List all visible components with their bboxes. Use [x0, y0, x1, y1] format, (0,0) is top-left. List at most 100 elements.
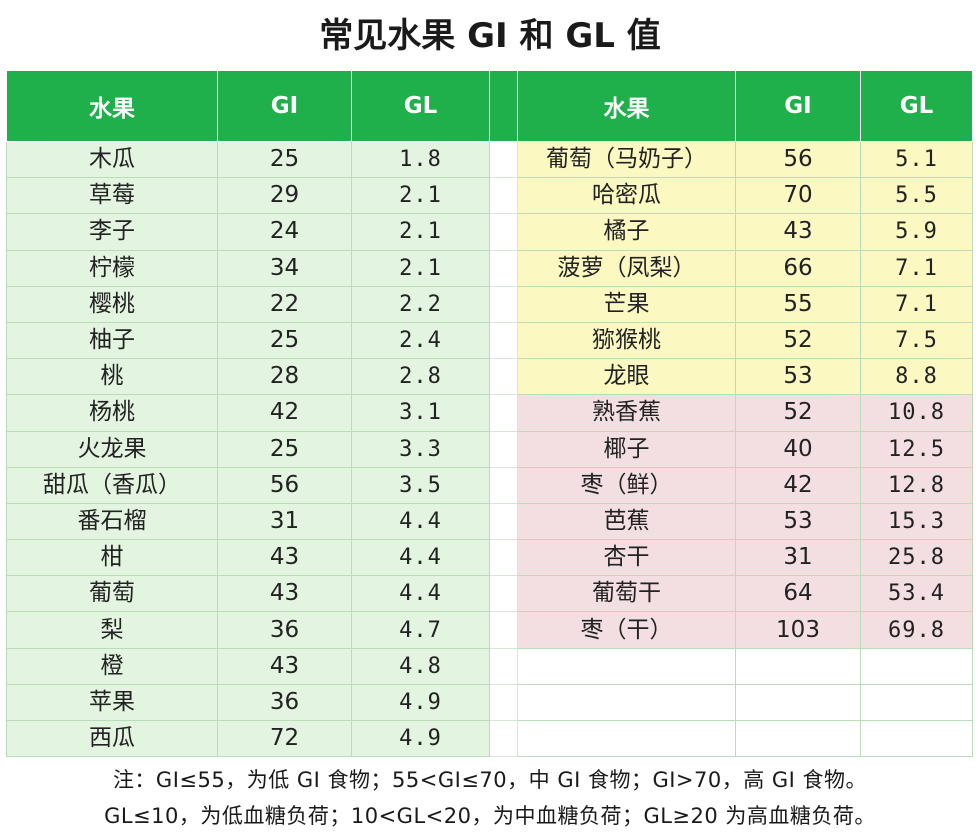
page-title: 常见水果 GI 和 GL 值 [319, 16, 661, 56]
gl-value-cell: 2.1 [351, 249, 490, 287]
gi-value-cell [735, 647, 861, 685]
column-gap [489, 683, 518, 722]
gi-value-cell: 103 [735, 611, 861, 649]
table-row: 西瓜 72 4.9 [6, 719, 973, 758]
gl-value-cell: 5.5 [860, 177, 973, 215]
table-row: 葡萄 43 4.4 葡萄干 64 53.4 [6, 575, 973, 613]
fruit-name-cell: 樱桃 [6, 285, 218, 323]
column-gap [489, 430, 518, 468]
gi-value-cell: 52 [735, 394, 861, 432]
fruit-name-cell: 柠檬 [6, 249, 218, 287]
gi-value-cell: 25 [217, 321, 352, 360]
table-row: 柠檬 34 2.1 菠萝（凤梨） 66 7.1 [6, 249, 973, 287]
gl-value-cell: 12.8 [860, 466, 973, 504]
table-row: 番石榴 31 4.4 芭蕉 53 15.3 [6, 502, 973, 541]
gi-value-cell: 36 [217, 611, 352, 649]
column-gap [489, 466, 518, 504]
column-gap [489, 647, 518, 685]
header-gi-left: GI [217, 70, 352, 142]
fruit-name-cell: 猕猴桃 [517, 321, 736, 360]
gi-value-cell: 56 [217, 466, 352, 504]
fruit-name-cell: 枣（干） [517, 611, 736, 649]
gi-value-cell: 56 [735, 140, 861, 179]
column-gap [489, 177, 518, 215]
gi-value-cell: 34 [217, 249, 352, 287]
table-row: 火龙果 25 3.3 椰子 40 12.5 [6, 430, 973, 468]
gl-value-cell: 1.8 [351, 140, 490, 179]
gi-value-cell [735, 719, 861, 758]
header-gi-right: GI [735, 70, 861, 142]
fruit-name-cell: 杏干 [517, 539, 736, 577]
fruit-name-cell: 芭蕉 [517, 502, 736, 541]
fruit-name-cell: 火龙果 [6, 430, 218, 468]
gi-value-cell: 25 [217, 140, 352, 179]
fruit-name-cell: 橙 [6, 647, 218, 685]
gi-value-cell: 72 [217, 719, 352, 758]
gl-value-cell: 2.4 [351, 321, 490, 360]
table-row: 苹果 36 4.9 [6, 683, 973, 722]
gl-value-cell [860, 719, 973, 758]
table-row: 橙 43 4.8 [6, 647, 973, 685]
gi-value-cell: 28 [217, 358, 352, 396]
note-gi: 注：GI≤55，为低 GI 食物；55<GI≤70，中 GI 食物；GI>70，… [112, 768, 868, 792]
gi-value-cell: 55 [735, 285, 861, 323]
fruit-name-cell: 杨桃 [6, 394, 218, 432]
header-fruit-right: 水果 [517, 70, 736, 142]
gl-value-cell: 4.9 [351, 719, 490, 758]
column-gap [489, 611, 518, 649]
fruit-name-cell: 甜瓜（香瓜） [6, 466, 218, 504]
column-gap [489, 358, 518, 396]
gl-value-cell: 5.9 [860, 213, 973, 251]
fruit-name-cell: 枣（鲜） [517, 466, 736, 504]
gi-value-cell: 24 [217, 213, 352, 251]
note-gl: GL≤10，为低血糖负荷；10<GL<20，为中血糖负荷；GL≥20 为高血糖负… [104, 804, 876, 828]
header-gl-left: GL [351, 70, 490, 142]
gl-value-cell: 4.7 [351, 611, 490, 649]
gl-value-cell: 3.3 [351, 430, 490, 468]
header-gl-right: GL [860, 70, 973, 142]
gl-value-cell: 2.1 [351, 213, 490, 251]
fruit-name-cell: 哈密瓜 [517, 177, 736, 215]
column-gap [489, 249, 518, 287]
gl-value-cell: 15.3 [860, 502, 973, 541]
column-gap [489, 285, 518, 323]
fruit-name-cell: 橘子 [517, 213, 736, 251]
gl-value-cell: 25.8 [860, 539, 973, 577]
gl-value-cell: 2.8 [351, 358, 490, 396]
gl-value-cell: 12.5 [860, 430, 973, 468]
gi-value-cell: 43 [735, 213, 861, 251]
gi-value-cell: 22 [217, 285, 352, 323]
table-row: 桃 28 2.8 龙眼 53 8.8 [6, 358, 973, 396]
gi-value-cell: 70 [735, 177, 861, 215]
gi-value-cell: 31 [735, 539, 861, 577]
gi-value-cell: 53 [735, 358, 861, 396]
fruit-name-cell: 西瓜 [6, 719, 218, 758]
gi-value-cell: 43 [217, 647, 352, 685]
gl-value-cell: 7.1 [860, 249, 973, 287]
gl-value-cell: 10.8 [860, 394, 973, 432]
gl-value-cell: 69.8 [860, 611, 973, 649]
fruit-name-cell: 草莓 [6, 177, 218, 215]
gi-value-cell: 29 [217, 177, 352, 215]
fruit-name-cell: 李子 [6, 213, 218, 251]
column-gap [489, 213, 518, 251]
table-row: 李子 24 2.1 橘子 43 5.9 [6, 213, 973, 251]
gl-value-cell: 4.4 [351, 502, 490, 541]
gi-value-cell: 66 [735, 249, 861, 287]
table-row: 杨桃 42 3.1 熟香蕉 52 10.8 [6, 394, 973, 432]
column-gap [489, 321, 518, 360]
fruit-name-cell: 菠萝（凤梨） [517, 249, 736, 287]
column-gap [489, 719, 518, 758]
gi-value-cell: 43 [217, 575, 352, 613]
fruit-name-cell: 葡萄 [6, 575, 218, 613]
fruit-name-cell: 熟香蕉 [517, 394, 736, 432]
fruit-name-cell: 梨 [6, 611, 218, 649]
gl-value-cell: 4.4 [351, 539, 490, 577]
fruit-name-cell: 番石榴 [6, 502, 218, 541]
gi-value-cell: 43 [217, 539, 352, 577]
table-body: 木瓜 25 1.8 葡萄（马奶子） 56 5.1 草莓 29 2.1 哈密瓜 70 5.5 李子 24 2.… [6, 140, 973, 758]
gl-value-cell [860, 647, 973, 685]
table-row: 樱桃 22 2.2 芒果 55 7.1 [6, 285, 973, 323]
fruit-name-cell [517, 719, 736, 758]
column-gap [489, 539, 518, 577]
